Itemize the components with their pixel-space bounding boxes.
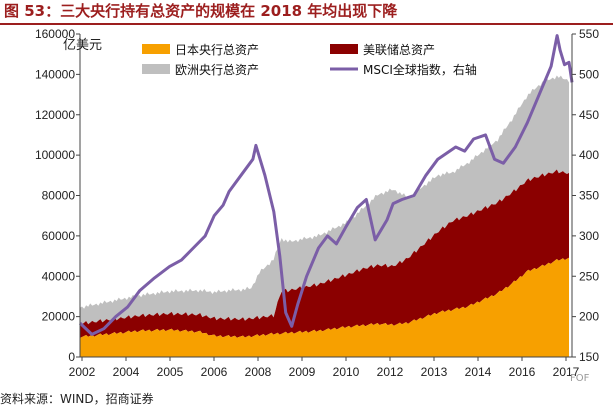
- y-left-tick-label: 120000: [35, 108, 75, 122]
- y-left-tick-label: 160000: [35, 27, 75, 41]
- tick-labels: 0 20000 40000 60000 80000 100000 120000 140000 1…: [35, 27, 599, 379]
- y-right-tick-label: 200: [579, 310, 599, 324]
- y-left-tick-label: 100000: [35, 148, 75, 162]
- boj-assets-area: [80, 257, 569, 357]
- x-tick-label: 2017: [553, 365, 580, 379]
- ecb-assets-area: [80, 75, 569, 325]
- fed-assets-area: [80, 169, 569, 338]
- y-left-tick-label: 80000: [42, 189, 76, 203]
- x-tick-label: 2010: [333, 365, 360, 379]
- legend-swatch-japan: [142, 44, 170, 54]
- x-tick-label: 2006: [201, 365, 228, 379]
- assets-chart: 0 20000 40000 60000 80000 100000 120000 140000 1…: [35, 27, 599, 379]
- x-tick-label: 2009: [289, 365, 316, 379]
- x-tick-label: 2016: [509, 365, 536, 379]
- y-left-tick-label: 40000: [42, 269, 76, 283]
- x-tick-label: 2008: [245, 365, 272, 379]
- y-left-tick-label: 140000: [35, 67, 75, 81]
- x-tick-label: 2002: [69, 365, 96, 379]
- legend-label-japan: 日本央行总资产: [175, 43, 259, 57]
- x-tick-label: 2013: [421, 365, 448, 379]
- legend-swatch-fed: [330, 44, 358, 54]
- legend-label-fed: 美联储总资产: [363, 42, 435, 57]
- y-right-tick-label: 550: [579, 27, 599, 41]
- x-tick-label: 2004: [113, 365, 140, 379]
- title-rule: [0, 23, 613, 25]
- msci-index-line: [78, 34, 574, 336]
- y-right-tick-label: 350: [579, 189, 599, 203]
- y-left-tick-label: 0: [68, 350, 75, 364]
- y-left-tick-label: 20000: [42, 310, 76, 324]
- x-tick-label: 2014: [465, 365, 492, 379]
- y-right-tick-label: 150: [579, 350, 599, 364]
- y-left-unit-label: 亿美元: [63, 37, 102, 52]
- y-right-tick-label: 450: [579, 108, 599, 122]
- msci-line-group: [78, 34, 574, 336]
- legend-label-ecb: 欧洲央行总资产: [175, 63, 259, 77]
- y-right-tick-label: 500: [579, 67, 599, 81]
- legend: 日本央行总资产 美联储总资产 欧洲央行总资产 MSCI全球指数，右轴: [142, 42, 477, 77]
- y-right-tick-label: 250: [579, 269, 599, 283]
- stacked-areas: [80, 75, 569, 357]
- figure-title: 图 53：三大央行持有总资产的规模在 2018 年均出现下降: [4, 2, 398, 20]
- x-tick-label: 2012: [377, 365, 404, 379]
- legend-swatch-ecb: [142, 64, 170, 74]
- source-note: 资料来源：WIND，招商证券: [0, 392, 154, 406]
- watermark-text: FOF: [570, 373, 590, 384]
- y-right-tick-label: 400: [579, 148, 599, 162]
- y-left-tick-label: 60000: [42, 229, 76, 243]
- x-tick-label: 2005: [157, 365, 184, 379]
- legend-label-msci: MSCI全球指数，右轴: [363, 62, 477, 77]
- y-right-tick-label: 300: [579, 229, 599, 243]
